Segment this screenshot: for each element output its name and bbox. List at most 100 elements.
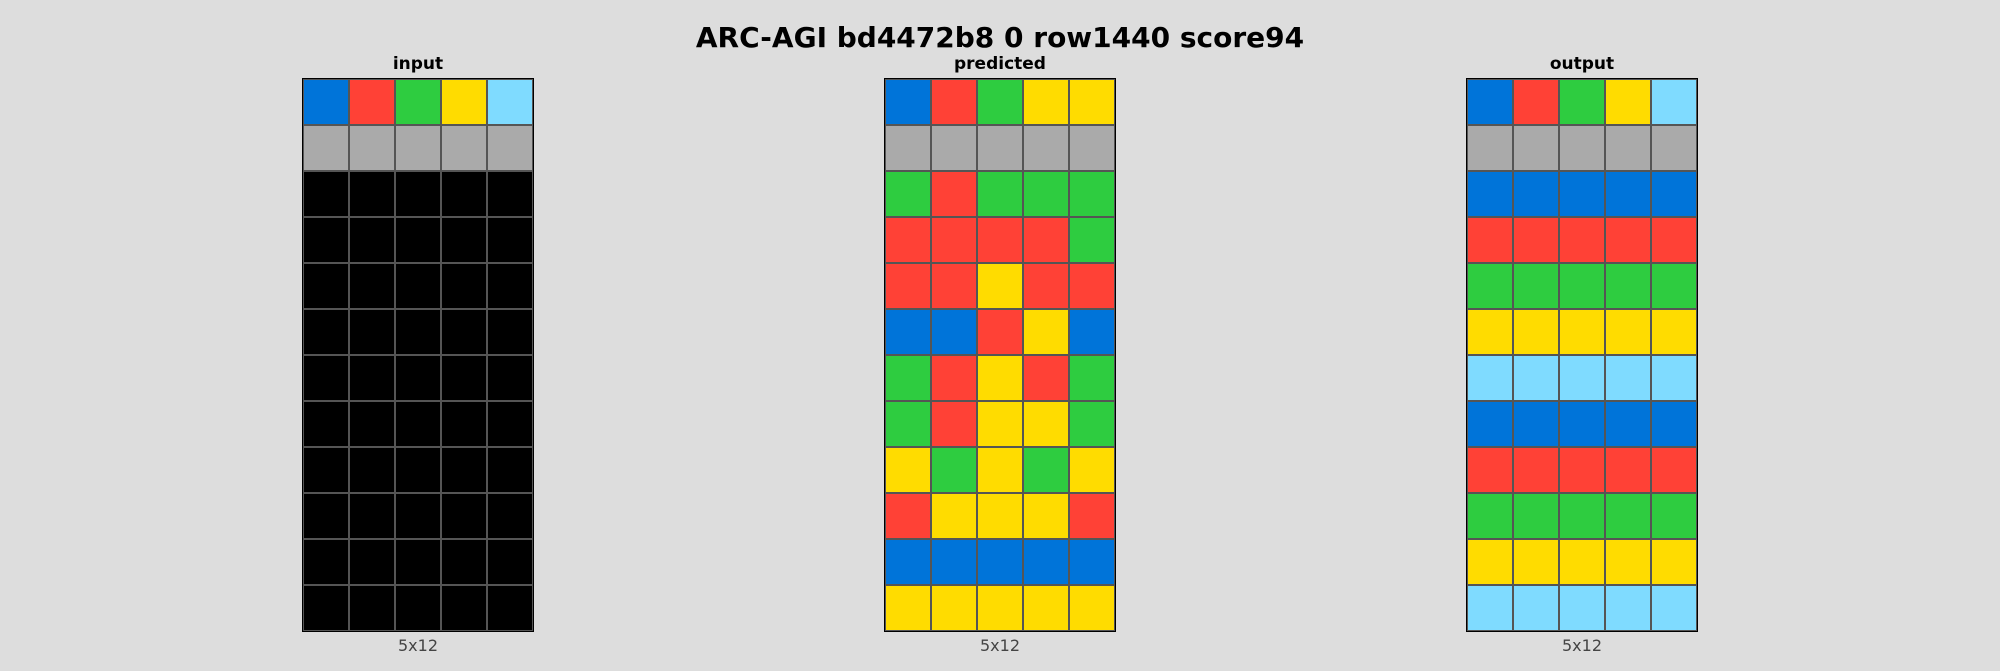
predicted-cell (885, 355, 931, 401)
input-cell (395, 447, 441, 493)
input-cell (441, 493, 487, 539)
predicted-cell (931, 585, 977, 631)
input-cell (349, 401, 395, 447)
predicted-cell (885, 309, 931, 355)
output-panel: output 5x12 (1466, 52, 1698, 656)
output-grid-size: 5x12 (1561, 636, 1602, 655)
input-cell (303, 125, 349, 171)
output-cell (1513, 217, 1559, 263)
input-cell (349, 539, 395, 585)
input-cell (395, 309, 441, 355)
predicted-cell (931, 171, 977, 217)
input-cell (487, 447, 533, 493)
predicted-grid-size: 5x12 (979, 636, 1020, 655)
predicted-cell (1023, 171, 1069, 217)
input-cell (303, 493, 349, 539)
output-cell (1513, 309, 1559, 355)
predicted-cell (1069, 447, 1115, 493)
predicted-cell (1023, 309, 1069, 355)
predicted-cell (931, 355, 977, 401)
input-cell (395, 217, 441, 263)
predicted-cell (977, 309, 1023, 355)
predicted-panel: predicted 5x12 (884, 52, 1116, 656)
output-cell (1559, 79, 1605, 125)
input-cell (487, 309, 533, 355)
output-cell (1559, 493, 1605, 539)
output-cell (1513, 263, 1559, 309)
input-cell (441, 355, 487, 401)
output-cell (1605, 493, 1651, 539)
output-cell (1605, 263, 1651, 309)
output-cell (1605, 309, 1651, 355)
input-cell (487, 493, 533, 539)
predicted-cell (1023, 585, 1069, 631)
predicted-cell (977, 585, 1023, 631)
output-cell (1605, 171, 1651, 217)
input-cell (303, 309, 349, 355)
predicted-cell (1069, 401, 1115, 447)
input-cell (487, 217, 533, 263)
input-cell (487, 355, 533, 401)
output-cell (1513, 171, 1559, 217)
output-cell (1651, 263, 1697, 309)
output-cell (1513, 539, 1559, 585)
output-cell (1467, 125, 1513, 171)
predicted-cell (931, 447, 977, 493)
output-cell (1467, 447, 1513, 493)
input-cell (395, 401, 441, 447)
predicted-cell (977, 217, 1023, 263)
predicted-cell (1023, 447, 1069, 493)
output-cell (1559, 263, 1605, 309)
output-cell (1467, 263, 1513, 309)
predicted-cell (885, 263, 931, 309)
predicted-cell (977, 171, 1023, 217)
output-cell (1605, 585, 1651, 631)
input-cell (395, 125, 441, 171)
predicted-cell (885, 539, 931, 585)
input-cell (441, 447, 487, 493)
input-cell (487, 263, 533, 309)
predicted-cell (1069, 585, 1115, 631)
predicted-cell (885, 171, 931, 217)
output-cell (1467, 401, 1513, 447)
input-cell (441, 401, 487, 447)
predicted-cell (885, 79, 931, 125)
output-cell (1513, 447, 1559, 493)
input-cell (303, 585, 349, 631)
predicted-cell (885, 125, 931, 171)
output-cell (1559, 171, 1605, 217)
predicted-cell (931, 217, 977, 263)
predicted-cell (885, 401, 931, 447)
input-cell (303, 263, 349, 309)
input-cell (395, 171, 441, 217)
predicted-cell (885, 217, 931, 263)
output-cell (1513, 79, 1559, 125)
predicted-cell (1069, 539, 1115, 585)
output-cell (1605, 217, 1651, 263)
output-panel-title: output (1549, 54, 1615, 74)
output-cell (1605, 79, 1651, 125)
input-cell (303, 355, 349, 401)
predicted-cell (977, 263, 1023, 309)
input-cell (303, 217, 349, 263)
output-cell (1559, 217, 1605, 263)
predicted-cell (1023, 217, 1069, 263)
input-cell (395, 263, 441, 309)
output-cell (1651, 539, 1697, 585)
input-cell (349, 493, 395, 539)
input-cell (349, 447, 395, 493)
input-cell (441, 171, 487, 217)
input-cell (303, 401, 349, 447)
predicted-cell (1069, 309, 1115, 355)
input-grid (302, 78, 534, 632)
output-cell (1559, 355, 1605, 401)
output-cell (1651, 79, 1697, 125)
predicted-cell (1023, 79, 1069, 125)
predicted-cell (1023, 355, 1069, 401)
output-cell (1605, 539, 1651, 585)
predicted-cell (1069, 79, 1115, 125)
output-cell (1651, 401, 1697, 447)
input-cell (349, 217, 395, 263)
output-cell (1467, 585, 1513, 631)
input-cell (441, 79, 487, 125)
